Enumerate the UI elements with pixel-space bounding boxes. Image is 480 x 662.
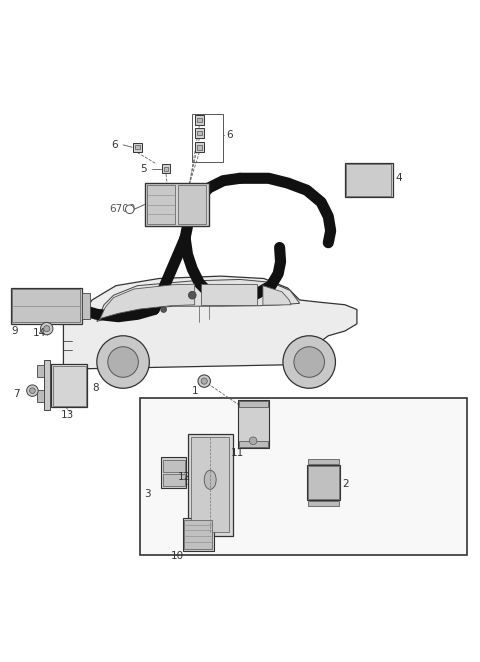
Circle shape bbox=[294, 347, 324, 377]
Circle shape bbox=[44, 326, 50, 332]
Bar bbox=[345, 163, 393, 197]
Text: 4: 4 bbox=[395, 173, 402, 183]
Text: 14: 14 bbox=[33, 328, 46, 338]
Circle shape bbox=[125, 205, 134, 214]
Text: 10: 10 bbox=[171, 551, 184, 561]
Bar bbox=[37, 365, 44, 377]
Text: 8: 8 bbox=[92, 383, 99, 393]
Bar bbox=[183, 518, 214, 551]
Polygon shape bbox=[99, 284, 195, 320]
Bar bbox=[195, 115, 204, 125]
Polygon shape bbox=[63, 276, 357, 369]
Bar bbox=[178, 185, 205, 224]
Text: 9: 9 bbox=[11, 326, 18, 336]
Bar bbox=[195, 128, 204, 138]
Bar bbox=[239, 442, 268, 447]
Bar bbox=[188, 434, 233, 536]
Bar bbox=[192, 438, 229, 532]
Circle shape bbox=[30, 388, 35, 393]
Text: 5: 5 bbox=[140, 164, 146, 173]
Bar bbox=[308, 459, 339, 464]
Text: 6700: 6700 bbox=[109, 205, 135, 214]
Circle shape bbox=[108, 347, 138, 377]
Circle shape bbox=[249, 437, 257, 445]
Text: 13: 13 bbox=[61, 410, 74, 420]
Circle shape bbox=[198, 375, 210, 387]
Bar bbox=[144, 183, 209, 226]
Bar bbox=[307, 465, 340, 500]
Bar bbox=[37, 391, 44, 402]
Polygon shape bbox=[201, 284, 257, 305]
Bar bbox=[197, 130, 202, 135]
Bar bbox=[347, 164, 391, 196]
Circle shape bbox=[97, 336, 149, 389]
Polygon shape bbox=[97, 279, 300, 322]
Circle shape bbox=[27, 385, 38, 397]
Bar bbox=[238, 401, 269, 448]
Bar bbox=[163, 460, 185, 472]
Bar bbox=[195, 142, 204, 152]
Text: 7: 7 bbox=[13, 389, 20, 399]
Text: 6: 6 bbox=[227, 130, 233, 140]
Bar bbox=[239, 401, 268, 407]
Bar bbox=[12, 289, 80, 322]
Text: 3: 3 bbox=[144, 489, 151, 499]
Text: 6: 6 bbox=[111, 140, 118, 150]
Bar bbox=[135, 145, 140, 150]
Bar bbox=[161, 457, 186, 489]
Bar bbox=[53, 366, 86, 406]
Circle shape bbox=[189, 291, 196, 299]
Bar bbox=[82, 293, 90, 319]
Bar bbox=[197, 118, 202, 122]
Text: 12: 12 bbox=[178, 471, 191, 481]
Bar bbox=[164, 167, 168, 171]
Bar bbox=[162, 164, 170, 173]
Bar bbox=[51, 364, 87, 407]
Circle shape bbox=[201, 378, 207, 384]
Bar bbox=[308, 501, 339, 506]
Bar bbox=[197, 145, 202, 150]
Bar bbox=[11, 288, 82, 324]
Polygon shape bbox=[263, 286, 291, 305]
Bar bbox=[44, 359, 50, 410]
Ellipse shape bbox=[204, 470, 216, 489]
Bar bbox=[147, 185, 175, 224]
Circle shape bbox=[283, 336, 336, 389]
Bar bbox=[133, 143, 142, 152]
Bar bbox=[163, 474, 185, 486]
Bar bbox=[140, 398, 467, 555]
Circle shape bbox=[161, 307, 167, 312]
Text: 2: 2 bbox=[343, 479, 349, 489]
Text: 11: 11 bbox=[231, 448, 244, 457]
Bar bbox=[184, 520, 212, 549]
Circle shape bbox=[40, 322, 53, 335]
Bar bbox=[192, 114, 223, 162]
Text: 1: 1 bbox=[192, 386, 198, 396]
Bar bbox=[308, 466, 339, 499]
